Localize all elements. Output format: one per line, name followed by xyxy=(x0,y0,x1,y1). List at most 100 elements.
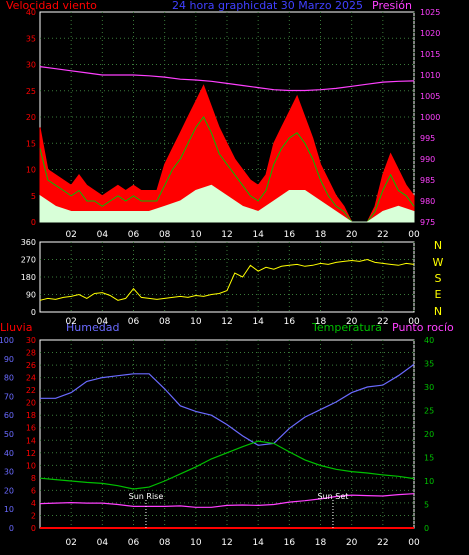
x-tick-label: 08 xyxy=(159,230,171,240)
x-tick-label: 16 xyxy=(284,230,296,240)
pressure-y-tick-label: 990 xyxy=(420,155,435,164)
wind-y-tick-label: 30 xyxy=(26,61,36,70)
rain-label: Lluvia xyxy=(0,321,32,334)
compass-w: W xyxy=(433,256,444,269)
humidity-line xyxy=(40,363,415,446)
pressure-y-tick-label: 1020 xyxy=(420,29,440,38)
wind-y-tick-label: 40 xyxy=(26,8,36,17)
rain-y-tick-label: 30 xyxy=(26,336,36,345)
x-tick-label: 10 xyxy=(190,538,202,548)
humidity-y-tick-label: 90 xyxy=(4,355,14,364)
x-tick-label: 06 xyxy=(128,538,140,548)
rain-y-tick-label: 16 xyxy=(26,424,36,433)
humidity-y-tick-label: 0 xyxy=(9,524,14,533)
temperature-y-tick-label: 10 xyxy=(424,477,434,486)
rain-y-tick-label: 24 xyxy=(26,374,36,383)
dewpoint-label: Punto rocío xyxy=(392,321,454,334)
humidity-y-tick-label: 10 xyxy=(4,505,14,514)
rain-y-tick-label: 12 xyxy=(26,449,36,458)
x-tick-label: 20 xyxy=(346,538,358,548)
x-tick-label: 16 xyxy=(284,317,296,327)
rain-y-tick-label: 6 xyxy=(31,486,36,495)
x-tick-label: 00 xyxy=(408,230,420,240)
x-tick-label: 10 xyxy=(190,230,202,240)
x-tick-label: 22 xyxy=(377,317,388,327)
x-tick-label: 12 xyxy=(221,230,232,240)
humidity-y-tick-label: 20 xyxy=(4,486,14,495)
x-tick-label: 04 xyxy=(97,538,109,548)
wind-y-tick-label: 35 xyxy=(26,34,36,43)
temperature-y-tick-label: 40 xyxy=(424,336,434,345)
x-tick-label: 14 xyxy=(252,317,264,327)
x-tick-label: 02 xyxy=(65,230,76,240)
humidity-y-tick-label: 30 xyxy=(4,468,14,477)
temperature-y-tick-label: 20 xyxy=(424,430,434,439)
rain-y-tick-label: 20 xyxy=(26,399,36,408)
direction-y-tick-label: 90 xyxy=(26,291,36,300)
pressure-y-tick-label: 980 xyxy=(420,197,435,206)
direction-y-tick-label: 180 xyxy=(21,273,36,282)
x-tick-label: 18 xyxy=(315,538,327,548)
wind-y-tick-label: 0 xyxy=(31,218,36,227)
compass-n-bottom: N xyxy=(434,305,442,318)
wind-y-tick-label: 20 xyxy=(26,113,36,122)
compass-s: S xyxy=(435,272,442,285)
x-tick-label: 18 xyxy=(315,230,327,240)
temperature-y-tick-label: 15 xyxy=(424,454,434,463)
temperature-y-tick-label: 25 xyxy=(424,407,434,416)
x-tick-label: 04 xyxy=(97,230,109,240)
x-tick-label: 12 xyxy=(221,317,232,327)
wind-direction-line xyxy=(39,258,415,301)
compass-n-top: N xyxy=(434,239,442,252)
rain-y-tick-label: 4 xyxy=(31,499,36,508)
temperature-line xyxy=(39,440,415,490)
pressure-y-tick-label: 995 xyxy=(420,134,435,143)
x-tick-label: 14 xyxy=(252,538,264,548)
x-tick-label: 14 xyxy=(252,230,264,240)
temperature-y-tick-label: 0 xyxy=(424,524,429,533)
humidity-y-tick-label: 60 xyxy=(4,411,14,420)
tick-labels: 02 04 06 08 10 12 14 16 18 20 22 000510152025303540… xyxy=(0,8,440,548)
x-tick-label: 22 xyxy=(377,538,388,548)
pressure-y-tick-label: 975 xyxy=(420,218,435,227)
pressure-label: Presión xyxy=(372,0,412,12)
pressure-y-tick-label: 1025 xyxy=(420,8,440,17)
rain-y-tick-label: 14 xyxy=(26,436,36,445)
grid-lines xyxy=(40,12,415,528)
pressure-y-tick-label: 985 xyxy=(420,176,435,185)
rain-y-tick-label: 0 xyxy=(31,524,36,533)
chart-marks xyxy=(39,66,415,529)
x-tick-label: 06 xyxy=(128,317,140,327)
x-tick-label: 20 xyxy=(346,230,358,240)
wind-speed-label: Velocidad viento xyxy=(6,0,97,12)
x-tick-label: 20 xyxy=(346,317,358,327)
x-tick-label: 22 xyxy=(377,230,388,240)
pressure-y-tick-label: 1015 xyxy=(420,50,440,59)
pressure-y-tick-label: 1000 xyxy=(420,113,440,122)
humidity-y-tick-label: 80 xyxy=(4,374,14,383)
x-tick-label: 08 xyxy=(159,317,171,327)
direction-y-tick-label: 270 xyxy=(21,256,36,265)
x-tick-label: 00 xyxy=(408,317,420,327)
temperature-y-tick-label: 35 xyxy=(424,360,434,369)
x-tick-label: 18 xyxy=(315,317,327,327)
sun-set-label: Sun Set xyxy=(318,492,349,501)
x-tick-label: 10 xyxy=(190,317,202,327)
pressure-y-tick-label: 1010 xyxy=(420,71,440,80)
x-tick-label: 04 xyxy=(97,317,109,327)
pressure-y-tick-label: 1005 xyxy=(420,92,440,101)
rain-y-tick-label: 2 xyxy=(31,511,36,520)
x-tick-label: 16 xyxy=(284,538,296,548)
rain-y-tick-label: 18 xyxy=(26,411,36,420)
rain-y-tick-label: 22 xyxy=(26,386,36,395)
direction-y-tick-label: 360 xyxy=(21,238,36,247)
direction-y-tick-label: 0 xyxy=(31,308,36,317)
rain-y-tick-label: 10 xyxy=(26,461,36,470)
x-tick-label: 12 xyxy=(221,538,232,548)
rain-y-tick-label: 8 xyxy=(31,474,36,483)
humidity-y-tick-label: 100 xyxy=(0,336,14,345)
wind-y-tick-label: 25 xyxy=(26,87,36,96)
x-tick-label: 02 xyxy=(65,538,76,548)
compass-e: E xyxy=(435,288,442,301)
